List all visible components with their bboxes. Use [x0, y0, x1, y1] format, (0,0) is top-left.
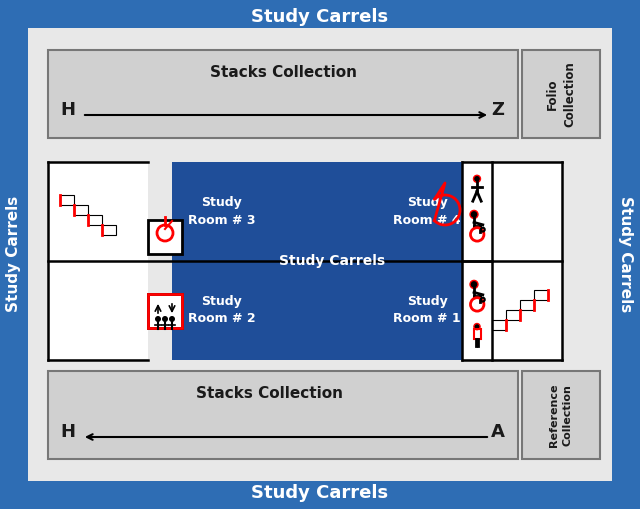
Bar — [522, 50, 600, 138]
Text: Study Carrels: Study Carrels — [252, 8, 388, 26]
Bar — [520, 300, 534, 310]
Bar — [28, 28, 612, 481]
Bar — [48, 50, 518, 138]
Text: H: H — [61, 423, 76, 441]
Text: Study Carrels: Study Carrels — [618, 196, 634, 312]
Bar — [148, 294, 182, 328]
Text: Z: Z — [492, 101, 504, 119]
Text: Folio
Collection: Folio Collection — [546, 61, 576, 127]
Text: Study
Room # 4: Study Room # 4 — [393, 195, 461, 227]
Bar — [272, 162, 392, 360]
Bar — [148, 220, 182, 254]
Bar — [522, 371, 600, 459]
Bar — [392, 261, 462, 360]
Text: Study Carrels: Study Carrels — [252, 484, 388, 502]
Bar — [49, 162, 148, 359]
Circle shape — [162, 316, 168, 322]
Text: A: A — [491, 423, 505, 441]
Bar — [506, 310, 520, 320]
Bar — [172, 261, 272, 360]
Bar — [534, 290, 548, 300]
Bar — [474, 329, 481, 339]
Circle shape — [470, 280, 478, 289]
Bar — [463, 162, 562, 359]
Bar — [392, 162, 462, 261]
Circle shape — [474, 175, 481, 182]
Bar — [492, 320, 506, 330]
Bar — [48, 371, 518, 459]
Circle shape — [169, 316, 175, 322]
Bar — [88, 215, 102, 225]
Bar — [60, 195, 74, 205]
Text: Stacks Collection: Stacks Collection — [196, 386, 344, 402]
Text: Study
Room # 2: Study Room # 2 — [188, 295, 256, 325]
Text: Stacks Collection: Stacks Collection — [209, 65, 356, 79]
Text: Study Carrels: Study Carrels — [6, 196, 22, 312]
Bar — [74, 205, 88, 215]
Text: Study
Room # 1: Study Room # 1 — [393, 295, 461, 325]
Bar — [172, 162, 272, 261]
Text: Study
Room # 3: Study Room # 3 — [188, 195, 256, 227]
Bar — [102, 225, 116, 235]
Circle shape — [474, 324, 480, 330]
Text: H: H — [61, 101, 76, 119]
Circle shape — [155, 316, 161, 322]
Text: Study Carrels: Study Carrels — [279, 254, 385, 268]
Circle shape — [470, 210, 478, 218]
Text: Reference
Collection: Reference Collection — [549, 383, 573, 447]
Bar — [148, 294, 182, 328]
